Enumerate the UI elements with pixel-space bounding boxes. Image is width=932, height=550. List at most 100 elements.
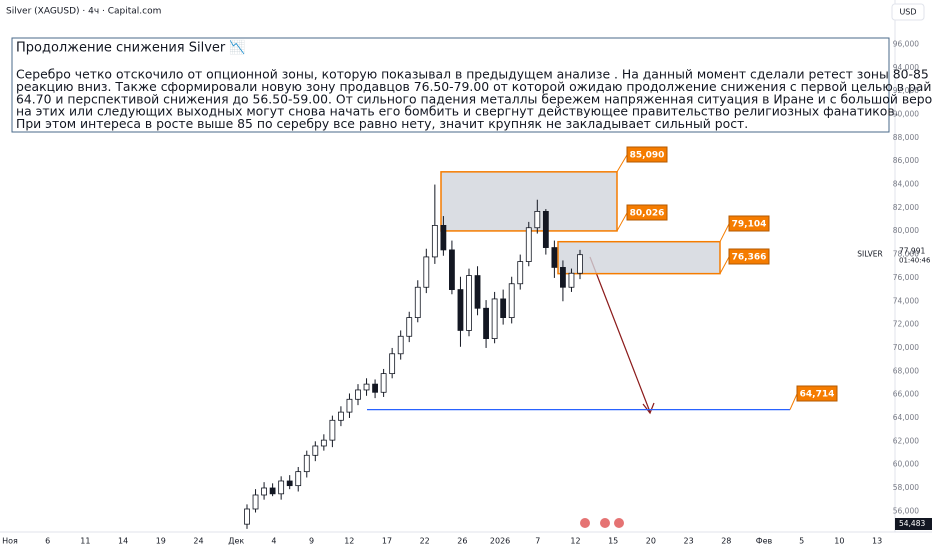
event-icon[interactable] (600, 518, 610, 528)
y-tick-label: 84,000 (893, 180, 919, 189)
price-tag-label: 76,366 (732, 253, 767, 263)
candle-body (525, 227, 532, 262)
x-tick-label: 23 (684, 537, 694, 546)
price-tag (728, 248, 770, 265)
candle-body (431, 225, 438, 258)
candle-body (346, 398, 353, 413)
event-icon[interactable] (614, 518, 624, 528)
zone (557, 240, 721, 275)
y-tick-label: 58,000 (893, 483, 919, 492)
candle-body (269, 487, 276, 495)
candle-body (440, 225, 447, 251)
price-tag (626, 146, 668, 163)
y-tick-label: 90,000 (893, 110, 919, 119)
candle-body (483, 307, 489, 340)
candle-body (295, 471, 302, 487)
candle-body (414, 286, 421, 318)
x-tick-label: 4 (271, 537, 276, 546)
y-tick-label: 60,000 (893, 460, 919, 469)
x-tick-label: 2026 (490, 537, 510, 546)
annotation-line: Серебро четко отскочило от опционной зон… (16, 67, 932, 82)
currency[interactable]: USD (899, 8, 916, 17)
candle-body (278, 480, 285, 495)
annotation-line: 64.70 и перспективой снижения до 56.50-5… (16, 91, 932, 106)
y-tick-label: 76,000 (893, 273, 919, 282)
last-price: 77,991 (899, 247, 925, 256)
y-tick-label: 74,000 (893, 296, 919, 305)
countdown: 01:40:46 (899, 257, 931, 265)
x-tick-label: 17 (382, 537, 392, 546)
x-tick-label: 5 (799, 537, 804, 546)
x-tick-label: 13 (872, 537, 882, 546)
y-tick-label: 82,000 (893, 203, 919, 212)
candle-body (508, 283, 515, 318)
chart-title: Silver (XAGUSD) · 4ч · Capital.com (6, 7, 161, 17)
x-tick-label: 12 (344, 537, 354, 546)
y-tick-label: 86,000 (893, 156, 919, 165)
annotation-box (11, 37, 890, 133)
x-tick-label: 6 (45, 537, 50, 546)
candle-body (286, 480, 293, 487)
y-tick-label: 80,000 (893, 226, 919, 235)
x-tick-label: 28 (721, 537, 731, 546)
annotation-line: реакцию вниз. Также сформировали новую з… (16, 79, 932, 94)
arrow-head (642, 402, 655, 415)
x-tick-label: 19 (156, 537, 166, 546)
price-tag (796, 385, 838, 402)
price-tag-label: 79,104 (732, 220, 767, 230)
price-tag-label: 85,090 (630, 151, 665, 161)
candle-body (449, 249, 455, 290)
x-tick-label: 26 (457, 537, 467, 546)
candle-body (329, 419, 336, 441)
candle-body (568, 272, 575, 288)
price-tag (626, 204, 668, 221)
candle-body (363, 383, 370, 391)
y-tick-label: 68,000 (893, 366, 919, 375)
price-tag (728, 215, 770, 232)
candle-body (252, 494, 259, 510)
low-price-tag (895, 518, 932, 530)
candle-body (397, 335, 404, 355)
x-tick-label: 20 (646, 537, 656, 546)
candle-body (577, 254, 583, 274)
x-tick-label: 9 (309, 537, 314, 546)
label-connector (719, 223, 730, 242)
y-tick-label: 70,000 (893, 343, 919, 352)
x-tick-label: 7 (535, 537, 540, 546)
y-tick-label: 78,000 (893, 250, 919, 259)
y-tick-label: 94,000 (893, 63, 919, 72)
candle-body (517, 261, 524, 285)
candle-body (457, 289, 464, 331)
x-tick-label: 24 (193, 537, 203, 546)
low-price-label: 54,483 (899, 519, 925, 528)
forecast-arrow (589, 256, 651, 413)
x-tick-label: 11 (80, 537, 90, 546)
x-tick-label: 22 (420, 537, 430, 546)
x-tick-label: 14 (118, 537, 128, 546)
y-tick-label: 92,000 (893, 86, 919, 95)
label-connector (616, 212, 628, 232)
candle-body (534, 210, 541, 229)
y-tick-label: 72,000 (893, 320, 919, 329)
candle-body (355, 389, 361, 400)
candle-body (560, 267, 566, 288)
y-tick-label: 64,000 (893, 413, 919, 422)
zone (440, 171, 618, 232)
candle-body (312, 445, 319, 456)
event-icon[interactable] (580, 518, 590, 528)
label-connector (719, 256, 730, 274)
candle-body (261, 487, 267, 496)
symbol-label: SILVER (857, 250, 882, 259)
candle-body (466, 275, 472, 331)
candle-body (551, 247, 558, 268)
candle-body (491, 298, 498, 340)
candle-body (320, 439, 327, 447)
candle-body (542, 210, 549, 248)
y-tick-label: 66,000 (893, 390, 919, 399)
currency-button[interactable] (891, 3, 925, 21)
x-tick-label: Дек (228, 537, 244, 546)
price-tag-label: 64,714 (800, 390, 835, 400)
candle-body (500, 298, 507, 318)
